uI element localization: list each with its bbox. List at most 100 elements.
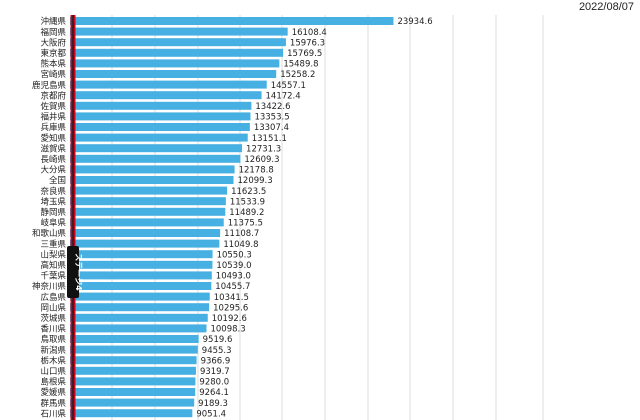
category-label: 静岡県	[40, 207, 66, 218]
bar	[70, 91, 262, 100]
bar	[70, 271, 212, 280]
bar	[70, 250, 213, 259]
value-label: 16108.4	[292, 28, 327, 38]
category-label: 栃木県	[40, 355, 66, 366]
category-label: 島根県	[40, 377, 66, 388]
value-label: 9280.0	[199, 378, 229, 388]
category-label: 香川県	[40, 324, 66, 335]
value-label: 9519.6	[203, 335, 233, 345]
category-label: 千葉県	[40, 271, 66, 282]
value-label: 13151.1	[252, 134, 287, 144]
value-label: 9319.7	[200, 367, 230, 377]
bar	[70, 80, 267, 89]
value-label: 11489.2	[229, 208, 264, 218]
category-label: 愛媛県	[40, 387, 66, 398]
value-label: 9455.3	[202, 346, 232, 356]
bar	[70, 229, 221, 237]
bar	[70, 70, 277, 78]
value-label: 9264.1	[199, 388, 229, 398]
value-label: 13353.5	[254, 113, 289, 123]
category-label: 大阪府	[40, 37, 66, 48]
value-label: 12609.3	[244, 155, 279, 165]
category-label: 山口県	[40, 366, 66, 377]
bar	[70, 324, 207, 333]
bar	[70, 313, 208, 322]
bar	[70, 101, 252, 110]
category-label: 鳥取県	[40, 334, 66, 345]
bar	[70, 260, 213, 269]
bar	[70, 377, 196, 386]
stage-line-core	[72, 15, 74, 420]
value-label: 13307.4	[254, 123, 289, 133]
stage-badge-label: ステージ4	[74, 253, 83, 291]
category-label: 広島県	[40, 292, 66, 303]
category-label: 沖縄県	[40, 16, 66, 27]
bar	[70, 218, 224, 227]
value-label: 12178.8	[239, 166, 274, 176]
category-label: 鹿児島県	[32, 80, 67, 91]
bar	[70, 17, 394, 25]
value-label: 10341.5	[214, 293, 249, 303]
category-label: 京都府	[40, 90, 66, 101]
value-label: 11533.9	[230, 197, 265, 207]
category-label: 新潟県	[40, 345, 66, 356]
bar	[70, 303, 210, 312]
category-label: 高知県	[40, 260, 66, 271]
bar	[70, 356, 197, 365]
bar	[70, 282, 212, 290]
bar	[70, 27, 288, 36]
category-label: 宮崎県	[40, 69, 66, 80]
bar	[70, 388, 196, 396]
value-label: 15976.3	[290, 38, 325, 48]
value-label: 13422.6	[255, 102, 290, 112]
value-label: 9189.3	[198, 399, 228, 409]
bar	[70, 176, 234, 184]
value-label: 14557.1	[271, 81, 306, 91]
value-label: 9366.9	[201, 356, 231, 366]
bar	[70, 112, 251, 121]
bar	[70, 366, 196, 375]
bar	[70, 165, 235, 174]
category-label: 石川県	[40, 409, 66, 419]
category-label: 岐阜県	[40, 218, 66, 229]
value-label: 10098.3	[210, 325, 245, 335]
bar	[70, 335, 199, 343]
value-label: 15489.8	[283, 60, 318, 70]
value-label: 10539.0	[216, 261, 251, 271]
value-label: 11623.5	[231, 187, 266, 197]
value-label: 12731.3	[246, 144, 281, 154]
value-label: 12099.3	[238, 176, 273, 186]
value-label: 15258.2	[280, 70, 315, 80]
value-label: 10192.6	[212, 314, 247, 324]
category-label: 群馬県	[40, 398, 66, 409]
category-label: 岡山県	[40, 302, 66, 313]
value-label: 23934.6	[397, 17, 432, 27]
bar	[70, 292, 210, 301]
value-label: 15769.5	[287, 49, 322, 59]
category-label: 愛知県	[40, 133, 66, 144]
category-label: 茨城県	[40, 313, 66, 324]
category-label: 三重県	[40, 239, 66, 250]
bar	[70, 345, 198, 354]
bar	[70, 38, 286, 47]
value-label: 11108.7	[224, 229, 259, 239]
category-label: 大分県	[40, 165, 66, 176]
value-label: 10550.3	[217, 250, 252, 260]
category-label: 全国	[49, 175, 66, 186]
bar	[70, 398, 195, 407]
bar	[70, 133, 248, 142]
bar	[70, 186, 228, 195]
category-label: 福岡県	[40, 27, 66, 38]
category-label: 埼玉県	[40, 196, 66, 207]
category-label: 滋賀県	[40, 143, 66, 154]
bar	[70, 59, 280, 68]
bar	[70, 144, 243, 153]
category-label: 奈良県	[40, 186, 66, 197]
bar	[70, 154, 241, 163]
category-label: 和歌山県	[32, 228, 67, 239]
bar	[70, 409, 193, 418]
value-label: 14172.4	[266, 91, 301, 101]
bar	[70, 239, 220, 248]
value-label: 10295.6	[213, 303, 248, 313]
category-label: 佐賀県	[40, 101, 66, 112]
